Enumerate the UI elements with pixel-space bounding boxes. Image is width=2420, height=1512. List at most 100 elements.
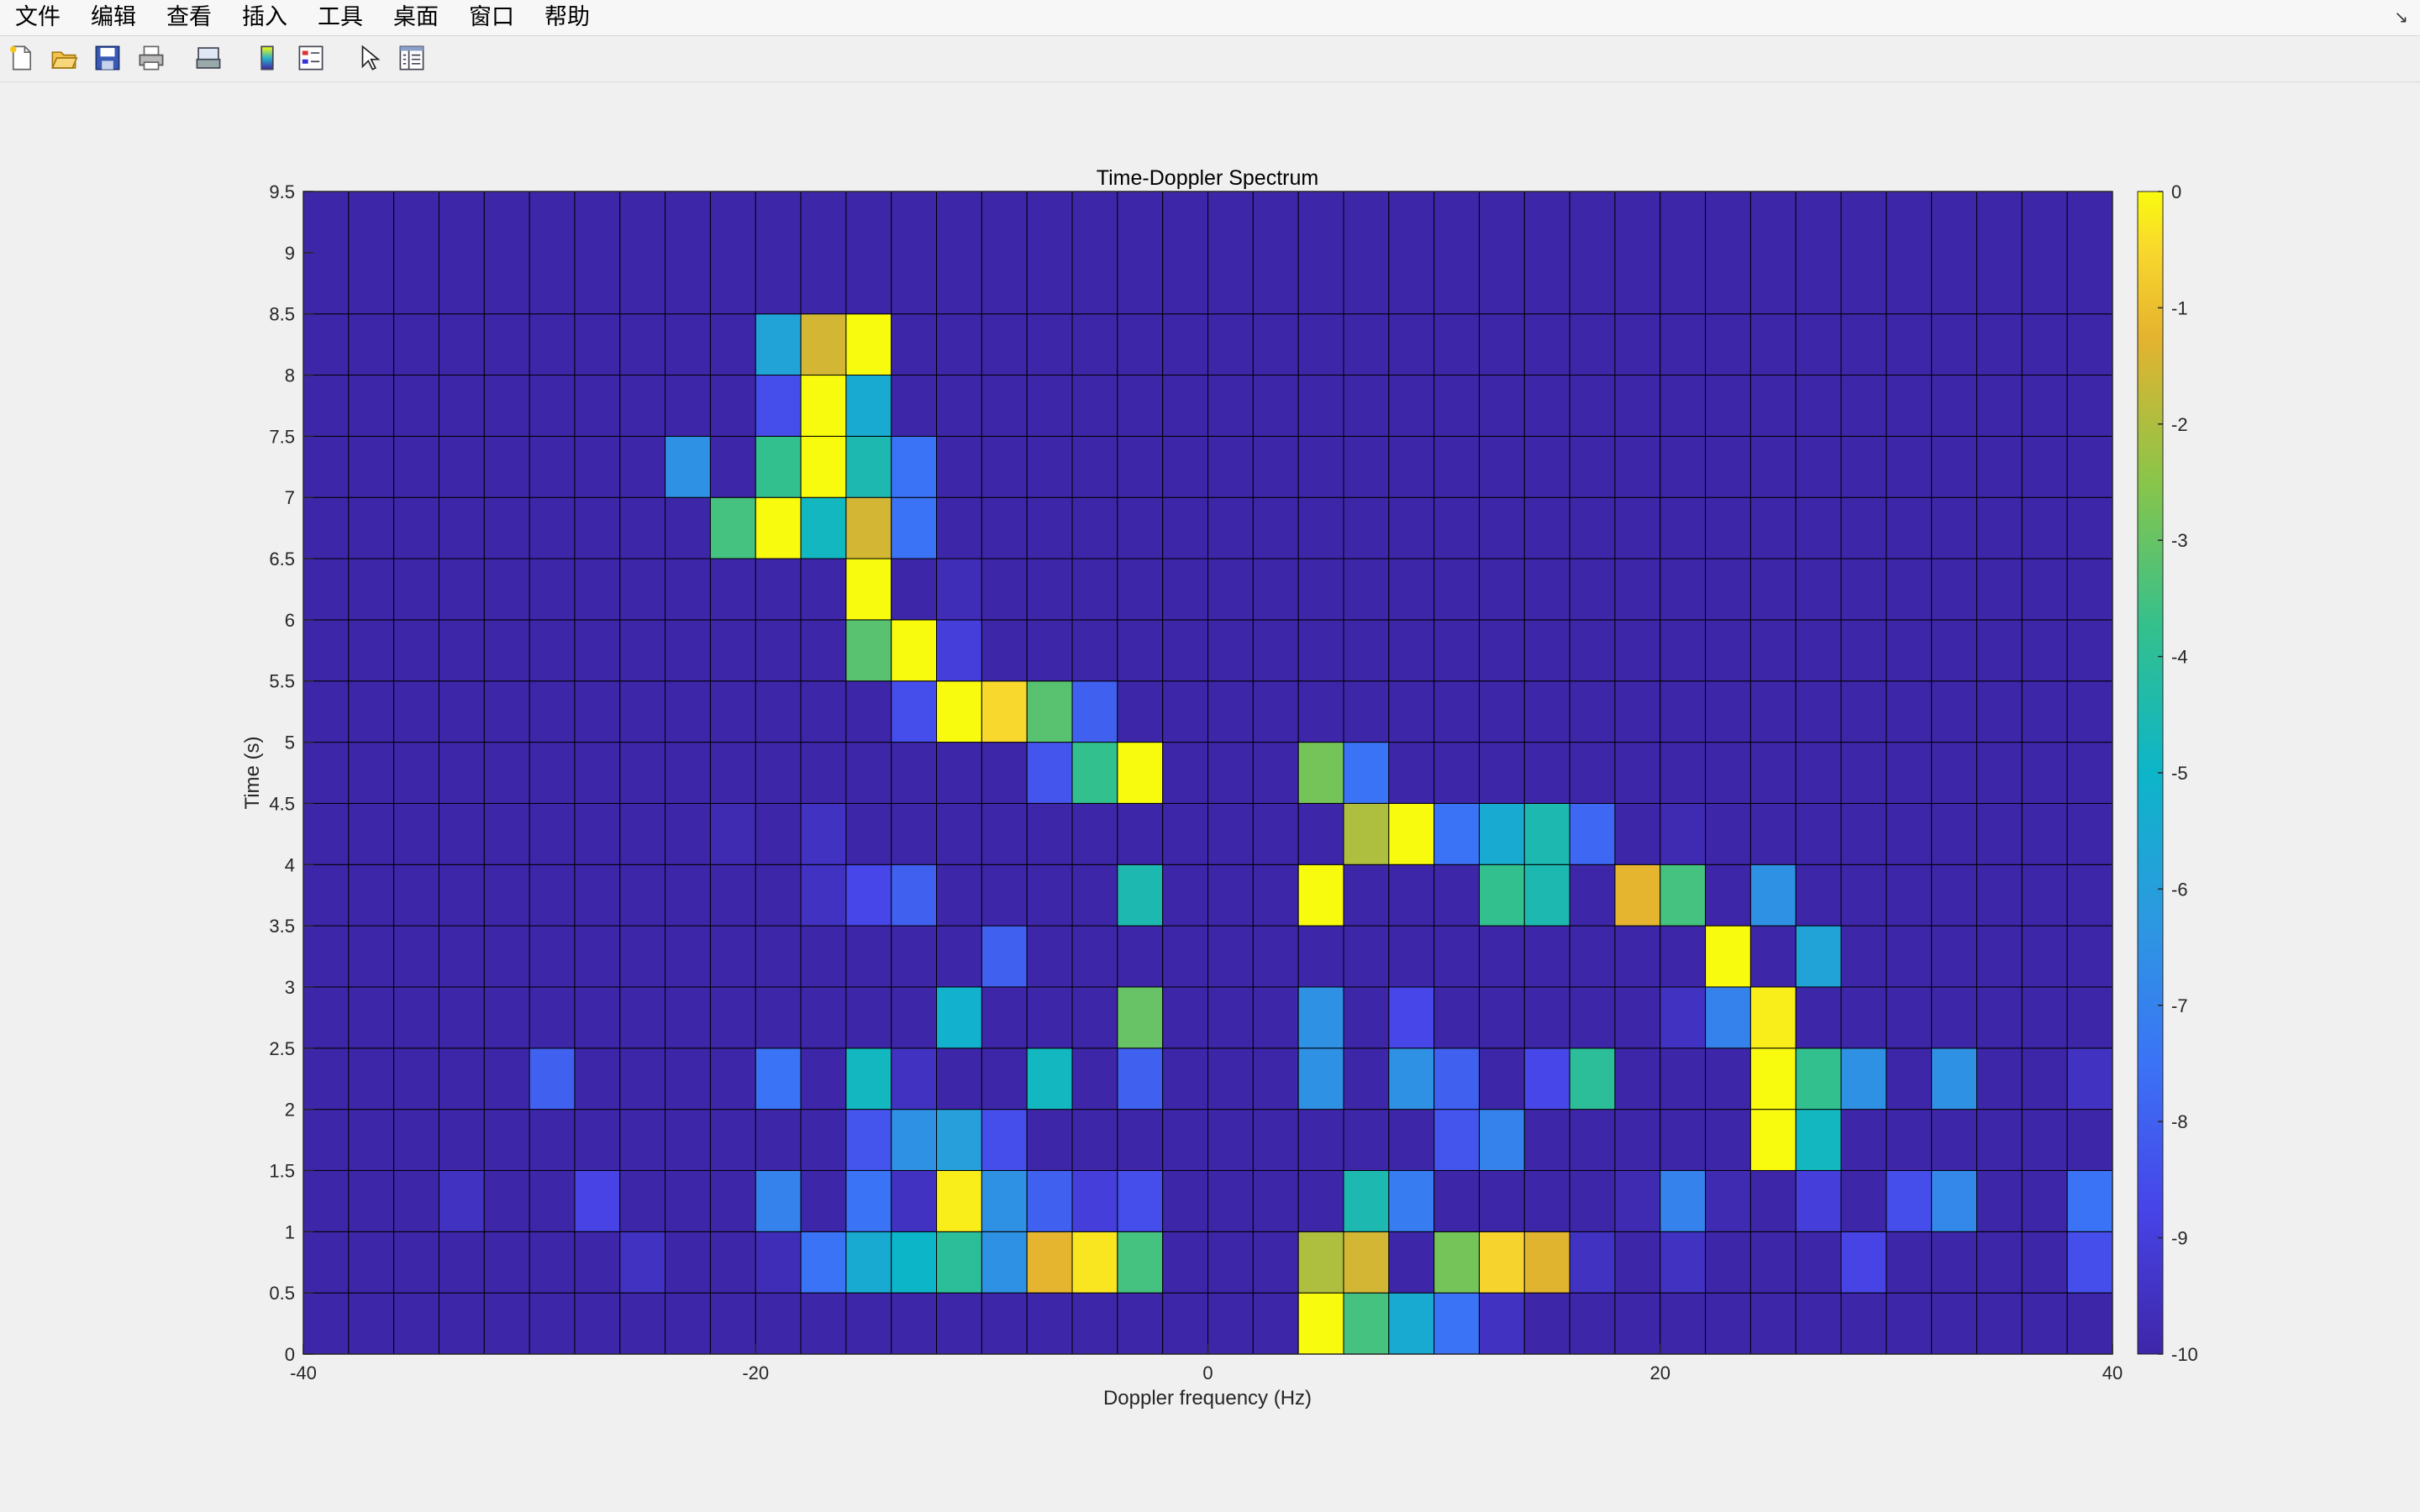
x-tick-label: 0	[1202, 1362, 1213, 1383]
heatmap-cell	[1931, 925, 1978, 988]
heatmap-cell	[1117, 802, 1164, 865]
dock-arrow-icon[interactable]: ↘	[2394, 8, 2408, 27]
heatmap-cell	[1886, 313, 1933, 376]
heatmap-cell	[1795, 375, 1842, 437]
heatmap-cell	[891, 680, 938, 743]
heatmap-cell	[348, 496, 395, 559]
heatmap-cell	[393, 375, 439, 437]
heatmap-cell	[1478, 191, 1525, 315]
heatmap-cell	[348, 435, 395, 498]
heatmap-cell	[1162, 558, 1209, 621]
heatmap-cell	[393, 864, 439, 927]
heatmap-cell	[1795, 1169, 1842, 1232]
print-icon[interactable]	[136, 43, 166, 73]
menu-view[interactable]: 查看	[166, 4, 212, 30]
heatmap-cell	[2021, 375, 2068, 437]
y-axis-label: Time (s)	[241, 736, 264, 809]
heatmap-cell	[891, 1047, 938, 1110]
heatmap-cell	[1523, 925, 1570, 988]
pointer-icon[interactable]	[355, 43, 385, 73]
heatmap-cell	[1976, 435, 2023, 498]
heatmap-cell	[574, 864, 621, 927]
heatmap-cell	[1795, 986, 1842, 1049]
heatmap-cell	[1614, 864, 1661, 927]
heatmap-cell	[438, 496, 485, 559]
legend-icon[interactable]	[296, 43, 326, 73]
heatmap-cell	[1660, 313, 1707, 376]
heatmap-cell	[302, 1169, 350, 1232]
menu-help[interactable]: 帮助	[544, 4, 590, 30]
colorbar-tick-label: -10	[2171, 1344, 2198, 1365]
heatmap-cell	[529, 802, 576, 865]
heatmap-cell	[1660, 435, 1707, 498]
menu-insert[interactable]: 插入	[242, 4, 287, 30]
heatmap-cell	[891, 1169, 938, 1232]
heatmap-cell	[2066, 435, 2113, 498]
heatmap-cell	[845, 925, 892, 988]
heatmap-cell	[1569, 375, 1616, 437]
heatmap-cell	[891, 435, 938, 498]
heatmap-cell	[1569, 986, 1616, 1049]
heatmap-cell	[2066, 1109, 2113, 1171]
heatmap-cell	[1931, 1292, 1978, 1355]
menu-tools[interactable]: 工具	[318, 4, 363, 30]
save-icon[interactable]	[92, 43, 123, 73]
heatmap-cell	[1071, 802, 1118, 865]
heatmap-cell	[529, 1231, 576, 1294]
heatmap-cell	[1886, 680, 1933, 743]
heatmap-cell	[1297, 496, 1344, 559]
heatmap-cell	[1162, 496, 1209, 559]
open-file-icon[interactable]	[49, 43, 79, 73]
heatmap-cell	[483, 375, 530, 437]
heatmap-cell	[845, 1169, 892, 1232]
heatmap-cell	[1297, 1109, 1344, 1171]
heatmap-cell	[1388, 435, 1435, 498]
heatmap-cell	[302, 680, 350, 743]
heatmap-cell	[1297, 375, 1344, 437]
heatmap-cell	[800, 1109, 847, 1171]
heatmap-cell	[2066, 1047, 2113, 1110]
heatmap-cell	[709, 1109, 756, 1171]
heatmap-cell	[1614, 986, 1661, 1049]
colorbar-ticks: 0 -1 -2 -3 -4 -5 -6 -7 -8 -9 -10	[2158, 181, 2198, 1365]
heatmap-cell	[348, 1292, 395, 1355]
new-figure-icon[interactable]	[7, 43, 37, 73]
heatmap-cell	[755, 1169, 802, 1232]
heatmap-cell	[1795, 680, 1842, 743]
heatmap-cell	[1840, 680, 1887, 743]
menu-file[interactable]: 文件	[15, 4, 60, 30]
heatmap-cell	[2021, 496, 2068, 559]
heatmap-cell	[1117, 558, 1164, 621]
heatmap-cell	[1840, 558, 1887, 621]
heatmap-cell	[2066, 986, 2113, 1049]
heatmap-cell	[1976, 1047, 2023, 1110]
heatmap-cell	[348, 619, 395, 682]
heatmap-cell	[1434, 986, 1480, 1049]
heatmap-cell	[2066, 864, 2113, 927]
heatmap-cell	[483, 435, 530, 498]
heatmap-cell	[619, 1109, 666, 1171]
heatmap-cell	[302, 558, 350, 621]
heatmap-cell	[1886, 986, 1933, 1049]
heatmap-cell	[1931, 864, 1978, 927]
heatmap-cell	[709, 558, 756, 621]
colorbar-icon[interactable]	[252, 43, 282, 73]
x-tick-label: -20	[742, 1362, 769, 1383]
heatmap-cell	[483, 864, 530, 927]
menu-edit[interactable]: 编辑	[91, 4, 136, 30]
heatmap-cell	[1162, 191, 1209, 315]
menu-desktop[interactable]: 桌面	[393, 4, 439, 30]
heatmap-cell	[1660, 191, 1707, 315]
heatmap-cell	[1434, 1231, 1480, 1294]
heatmap-cell	[1207, 742, 1254, 804]
heatmap-cell	[1252, 558, 1299, 621]
menu-window[interactable]: 窗口	[469, 4, 514, 30]
heatmap-cell	[1886, 1109, 1933, 1171]
print-preview-icon[interactable]	[193, 43, 224, 73]
property-inspector-icon[interactable]	[397, 43, 427, 73]
heatmap-cell	[302, 1292, 350, 1355]
x-axis-ticks: -40 -20 0 20 40	[290, 1344, 2123, 1383]
heatmap-cell	[1795, 191, 1842, 315]
heatmap-cell	[1569, 1231, 1616, 1294]
heatmap-cell	[438, 1231, 485, 1294]
